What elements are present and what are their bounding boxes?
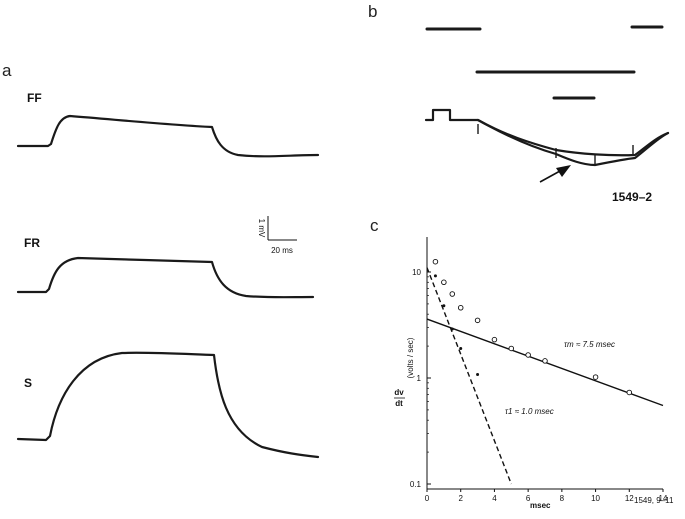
tau-m-annotation: τm ≈ 7.5 msec — [564, 340, 615, 349]
data-point-open — [525, 352, 531, 358]
trace-label-fr: FR — [24, 236, 40, 250]
x-tick-label: 12 — [625, 494, 634, 503]
svg-text:(volts / sec): (volts / sec) — [406, 337, 415, 378]
x-tick-label: 4 — [492, 494, 497, 503]
data-point-filled — [450, 327, 454, 331]
data-point-filled — [476, 372, 480, 376]
x-tick-label: 2 — [458, 494, 463, 503]
x-tick-label: 10 — [591, 494, 600, 503]
data-point-filled — [442, 304, 446, 308]
panel-a-letter: a — [2, 61, 12, 80]
x-tick-label: 8 — [560, 494, 565, 503]
panel-b-label: 1549–2 — [612, 190, 652, 204]
x-axis-label: msec — [530, 501, 551, 510]
y-tick-label: 10 — [412, 268, 421, 277]
y-tick-label: 0.1 — [410, 480, 422, 489]
y-tick-label: 1 — [417, 374, 422, 383]
decay-chart: 0 2 4 6 8 10 12 14 0.1 1 10 msec dv dt (volts / s… — [394, 237, 674, 510]
stimulus-bars — [425, 25, 664, 100]
x-tick-label: 14 — [659, 494, 668, 503]
data-point-open — [626, 389, 633, 396]
data-point-open — [592, 374, 599, 380]
svg-text:dt: dt — [395, 399, 403, 408]
y-axis-label: dv dt (volts / sec) — [394, 337, 415, 408]
scale-bar: 1 mV 20 ms — [257, 216, 297, 255]
data-point-open — [474, 317, 481, 324]
data-point-filled — [459, 346, 463, 350]
data-point-filled — [433, 274, 437, 278]
potential-traces — [424, 108, 670, 167]
data-point-open — [457, 304, 464, 311]
scale-bar-vertical-label: 1 mV — [257, 219, 266, 238]
tau-1-annotation: τ1 ≈ 1.0 msec — [505, 407, 554, 416]
data-point-open — [432, 258, 439, 265]
panel-c-letter: c — [370, 216, 379, 235]
fit-line-tau-1 — [426, 267, 512, 485]
data-point-open — [441, 279, 447, 286]
x-tick-label: 6 — [526, 494, 531, 503]
trace-s — [16, 351, 320, 459]
panel-b-letter: b — [368, 2, 377, 21]
scale-bar-horizontal-label: 20 ms — [271, 246, 293, 255]
trace-label-s: S — [24, 376, 32, 390]
trace-label-ff: FF — [27, 91, 42, 105]
x-tick-label: 0 — [425, 494, 430, 503]
trace-ff — [16, 114, 320, 158]
data-point-open — [542, 358, 548, 364]
data-point-open — [449, 291, 456, 297]
arrow-icon — [539, 165, 571, 183]
data-point-open — [508, 345, 515, 352]
svg-text:dv: dv — [394, 388, 404, 397]
chart-footnote: 1549, 9–11 — [634, 496, 674, 505]
trace-fr — [16, 256, 315, 299]
data-point-open — [491, 336, 498, 343]
